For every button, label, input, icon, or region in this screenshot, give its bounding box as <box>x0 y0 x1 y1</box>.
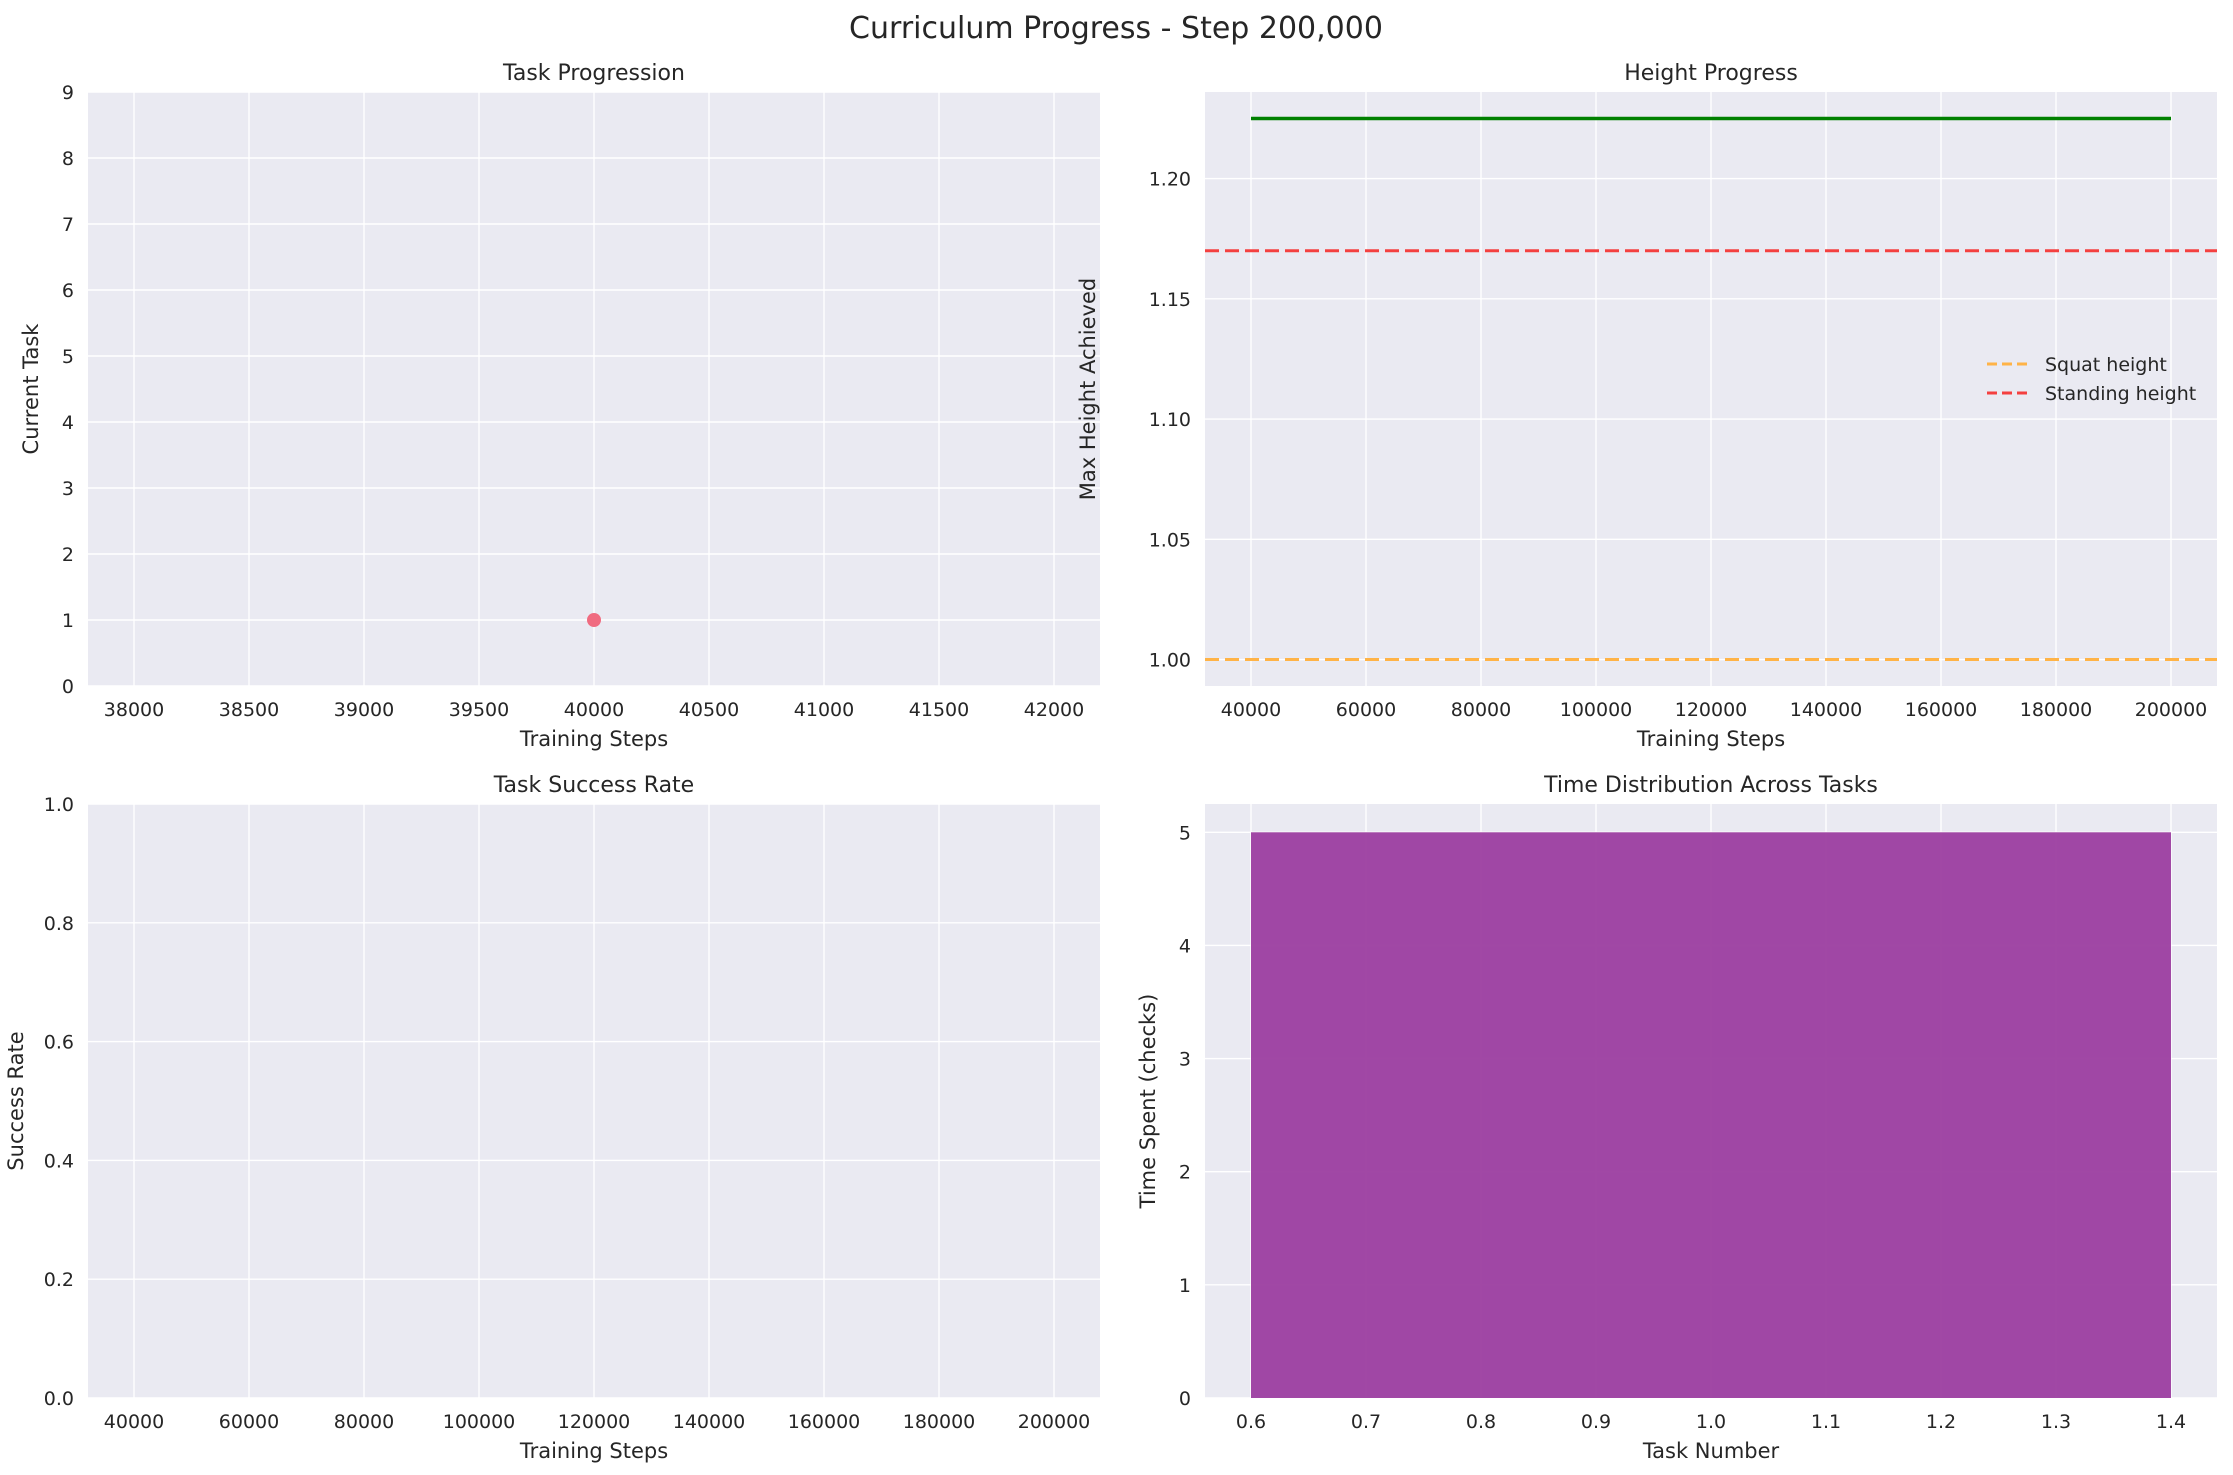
y-axis-label: Time Spent (checks) <box>1136 994 1160 1210</box>
x-tick-label: 41000 <box>794 699 854 721</box>
y-tick-label: 8 <box>62 148 74 170</box>
y-tick-label: 3 <box>62 478 74 500</box>
scatter-point <box>587 613 601 627</box>
y-tick-label: 1.05 <box>1149 529 1191 551</box>
y-tick-label: 5 <box>62 346 74 368</box>
y-tick-label: 2 <box>62 544 74 566</box>
y-tick-label: 9 <box>62 82 74 104</box>
x-tick-label: 42000 <box>1024 699 1084 721</box>
x-axis-label: Task Number <box>1642 1439 1780 1463</box>
y-axis-label: Current Task <box>19 323 43 455</box>
x-tick-label: 200000 <box>1018 1411 1091 1433</box>
x-tick-label: 120000 <box>1675 699 1748 721</box>
x-tick-label: 140000 <box>1790 699 1863 721</box>
x-tick-label: 120000 <box>558 1411 631 1433</box>
y-axis-label: Success Rate <box>4 1031 28 1170</box>
y-tick-label: 1 <box>62 610 74 632</box>
panel-title: Time Distribution Across Tasks <box>1543 773 1878 798</box>
x-tick-label: 1.1 <box>1811 1411 1841 1433</box>
task-success-rate-panel: 40000 60000 80000 100000 120000 140000 160000 1… <box>4 773 1100 1463</box>
x-tick-label: 100000 <box>443 1411 516 1433</box>
x-tick-label: 180000 <box>2020 699 2093 721</box>
x-tick-label: 160000 <box>788 1411 861 1433</box>
panels: 38000 38500 39000 39500 40000 40500 41000 41500… <box>4 61 2217 1463</box>
x-tick-label: 1.0 <box>1696 1411 1726 1433</box>
y-tick-label: 4 <box>1179 935 1191 957</box>
x-tick-label: 1.3 <box>2041 1411 2071 1433</box>
panel-title: Task Progression <box>502 61 685 86</box>
y-tick-label: 0.6 <box>44 1032 74 1054</box>
x-tick-label: 41500 <box>909 699 969 721</box>
x-tick-label: 40000 <box>564 699 624 721</box>
x-tick-label: 40500 <box>679 699 739 721</box>
y-tick-label: 1.20 <box>1149 169 1191 191</box>
y-tick-label: 1.00 <box>1149 650 1191 672</box>
y-tick-label: 2 <box>1179 1162 1191 1184</box>
y-tick-label: 4 <box>62 412 74 434</box>
y-tick-label: 0 <box>1179 1388 1191 1410</box>
x-tick-label: 38000 <box>104 699 164 721</box>
x-tick-label: 160000 <box>1905 699 1978 721</box>
y-tick-label: 0 <box>62 676 74 698</box>
y-axis-label: Max Height Achieved <box>1076 278 1100 500</box>
x-tick-label: 80000 <box>1451 699 1511 721</box>
x-tick-label: 200000 <box>2135 699 2208 721</box>
y-tick-label: 6 <box>62 280 74 302</box>
x-tick-label: 140000 <box>673 1411 746 1433</box>
x-axis-label: Training Steps <box>519 1439 668 1463</box>
figure-suptitle: Curriculum Progress - Step 200,000 <box>849 11 1383 46</box>
x-tick-label: 60000 <box>219 1411 279 1433</box>
y-tick-label: 1.15 <box>1149 289 1191 311</box>
panel-title: Height Progress <box>1624 61 1798 86</box>
height-progress-panel: 40000 60000 80000 100000 120000 140000 160000 1… <box>1076 61 2217 751</box>
legend-label: Squat height <box>2045 354 2167 376</box>
time-distribution-panel: 0.6 0.7 0.8 0.9 1.0 1.1 1.2 1.3 1.4 0 1 2 3 4 5 Time Di… <box>1136 773 2217 1463</box>
x-axis-label: Training Steps <box>1636 727 1785 751</box>
x-tick-label: 100000 <box>1560 699 1633 721</box>
x-tick-label: 1.2 <box>1926 1411 1956 1433</box>
y-tick-label: 0.2 <box>44 1269 74 1291</box>
x-tick-label: 39000 <box>334 699 394 721</box>
y-tick-label: 1 <box>1179 1275 1191 1297</box>
x-tick-label: 0.6 <box>1236 1411 1266 1433</box>
x-tick-label: 0.7 <box>1351 1411 1381 1433</box>
legend: Squat height Standing height <box>1987 354 2196 405</box>
y-tick-label: 0.8 <box>44 913 74 935</box>
y-tick-label: 0.0 <box>44 1388 74 1410</box>
x-tick-label: 40000 <box>1221 699 1281 721</box>
x-axis-label: Training Steps <box>519 727 668 751</box>
x-tick-label: 40000 <box>104 1411 164 1433</box>
x-tick-label: 38500 <box>219 699 279 721</box>
y-tick-label: 5 <box>1179 822 1191 844</box>
x-tick-label: 80000 <box>334 1411 394 1433</box>
x-tick-label: 0.8 <box>1466 1411 1496 1433</box>
x-tick-label: 60000 <box>1336 699 1396 721</box>
x-tick-label: 39500 <box>449 699 509 721</box>
task-progression-panel: 38000 38500 39000 39500 40000 40500 41000 41500… <box>19 61 1100 751</box>
y-tick-label: 3 <box>1179 1049 1191 1071</box>
y-tick-label: 1.0 <box>44 794 74 816</box>
panel-title: Task Success Rate <box>493 773 694 798</box>
y-tick-label: 1.10 <box>1149 409 1191 431</box>
y-tick-label: 7 <box>62 214 74 236</box>
x-tick-label: 0.9 <box>1581 1411 1611 1433</box>
x-tick-label: 180000 <box>903 1411 976 1433</box>
x-tick-label: 1.4 <box>2156 1411 2186 1433</box>
y-tick-label: 0.4 <box>44 1150 74 1172</box>
legend-label: Standing height <box>2045 383 2196 405</box>
bar <box>1251 832 2171 1398</box>
